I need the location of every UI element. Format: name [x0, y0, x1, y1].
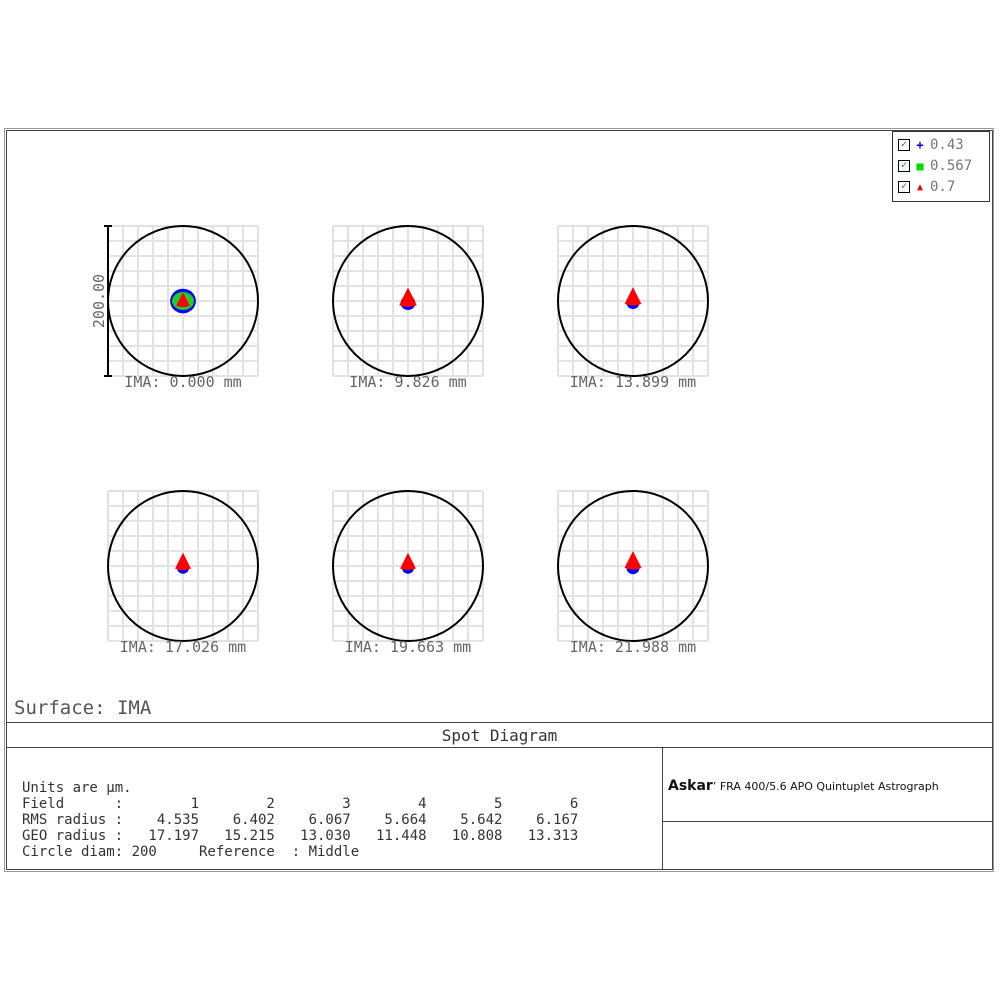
legend-label: 0.43: [930, 137, 964, 153]
divider: [6, 747, 993, 748]
brand-text: FRA 400/5.6 APO Quintuplet Astrograph: [719, 780, 939, 793]
field-label: IMA: 19.663 mm: [345, 638, 471, 656]
checkbox-icon[interactable]: ✓: [898, 139, 910, 151]
plot-frame: [4, 128, 994, 872]
geo-row: GEO radius : 17.197 15.215 13.030 11.448…: [22, 828, 579, 844]
spot-series-0.7: [176, 292, 190, 308]
circle-row: Circle diam: 200 Reference : Middle: [22, 844, 360, 860]
legend-label: 0.567: [930, 158, 973, 174]
airy-circle: [557, 225, 709, 377]
divider: [662, 747, 663, 870]
plot-area: [6, 130, 993, 870]
field-label: IMA: 17.026 mm: [120, 638, 246, 656]
brand-logo: Askar: [668, 778, 713, 794]
field-label: IMA: 0.000 mm: [124, 373, 241, 391]
legend-item-0.567[interactable]: ✓ ■ 0.567: [898, 156, 972, 176]
field-label: IMA: 9.826 mm: [349, 373, 466, 391]
legend: ✓ +0.43 ✓ ■ 0.567 ✓ ▲ 0.7: [892, 131, 990, 202]
spot-series-0.7: [624, 550, 642, 570]
spot-series-0.7: [624, 287, 642, 306]
scale-label: 200.00: [90, 274, 108, 328]
brand-label: Askarʼ FRA 400/5.6 APO Quintuplet Astrog…: [668, 778, 939, 794]
airy-circle: [332, 225, 484, 377]
divider: [6, 722, 993, 723]
surface-label: Surface: IMA: [14, 697, 152, 719]
airy-circle: [557, 490, 709, 642]
spot-series-0.7: [400, 552, 416, 571]
chart-title: Spot Diagram: [441, 726, 558, 745]
field-row: Field : 1 2 3 4 5 6: [22, 796, 579, 812]
legend-label: 0.7: [930, 179, 956, 195]
field-label: IMA: 13.899 mm: [570, 373, 696, 391]
spot-series-0.7: [399, 287, 417, 307]
legend-item-0.7[interactable]: ✓ ▲ 0.7: [898, 177, 955, 197]
triangle-icon: ▲: [916, 181, 924, 193]
square-icon: ■: [916, 159, 924, 173]
plus-icon: +: [916, 138, 924, 152]
legend-item-0.43[interactable]: ✓ +0.43: [898, 135, 964, 155]
airy-circle: [332, 490, 484, 642]
stats-table: Units are µm. Field : 1 2 3 4 5 6 RMS radi…: [22, 780, 578, 860]
units-text: Units are µm.: [22, 780, 132, 796]
checkbox-icon[interactable]: ✓: [898, 181, 910, 193]
divider: [662, 821, 993, 822]
field-label: IMA: 21.988 mm: [570, 638, 696, 656]
airy-circle: [107, 490, 259, 642]
rms-row: RMS radius : 4.535 6.402 6.067 5.664 5.6…: [22, 812, 579, 828]
checkbox-icon[interactable]: ✓: [898, 160, 910, 172]
spot-series-0.7: [175, 552, 191, 571]
